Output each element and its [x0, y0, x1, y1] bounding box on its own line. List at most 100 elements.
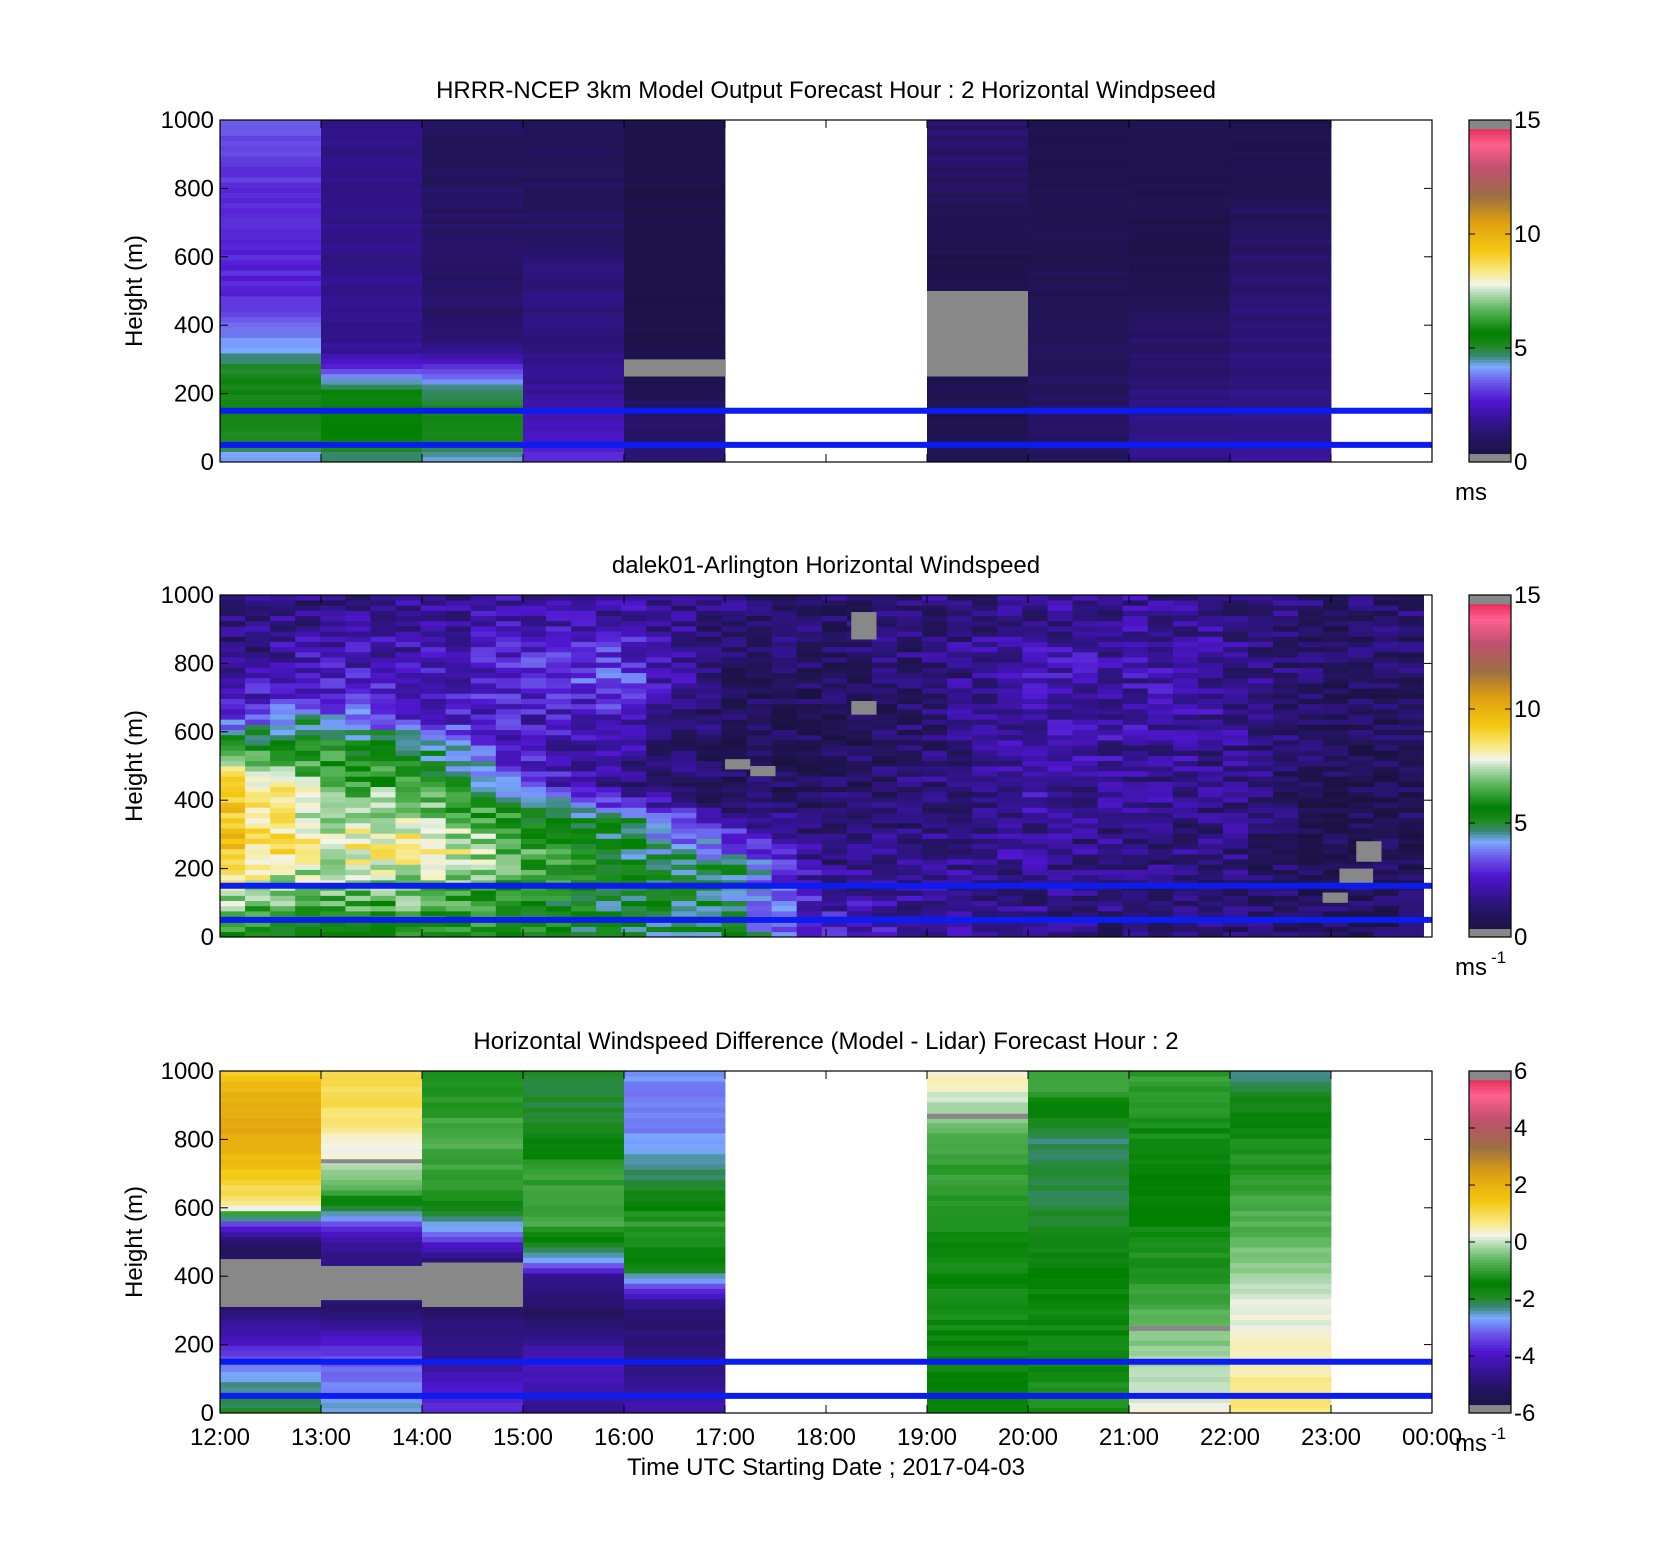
heat-cell: [796, 822, 823, 829]
heat-cell: [220, 838, 246, 845]
heat-cell: [746, 900, 773, 907]
heat-cell: [220, 610, 246, 617]
heat-cell: [1028, 275, 1130, 281]
heat-cell: [245, 719, 271, 725]
heat-cell: [1348, 724, 1374, 731]
heat-cell: [220, 1324, 322, 1331]
heat-cell: [422, 368, 524, 375]
heat-cell: [1047, 801, 1073, 808]
heat-cell: [1129, 1106, 1231, 1113]
heat-cell: [523, 233, 625, 240]
heat-cell: [671, 693, 697, 699]
heat-cell: [1373, 827, 1399, 834]
heat-cell: [927, 1184, 1029, 1191]
heat-cell: [1097, 905, 1124, 912]
heat-cell: [420, 807, 447, 813]
heat-cell: [1129, 187, 1231, 193]
heat-cell: [721, 708, 747, 715]
heat-cell: [972, 765, 998, 772]
heat-cell: [897, 843, 923, 850]
heat-cell: [520, 734, 547, 741]
heat-cell: [1122, 807, 1149, 813]
heat-cell: [897, 693, 923, 699]
heat-cell: [321, 425, 423, 432]
colorbar-tick-label: 5: [1514, 335, 1527, 362]
heat-cell: [422, 285, 524, 292]
heat-cell: [1022, 770, 1048, 777]
heat-cell: [671, 599, 697, 606]
heat-cell: [520, 864, 547, 870]
heat-cell: [470, 874, 497, 881]
heat-cell: [596, 921, 622, 927]
heat-cell: [220, 145, 322, 152]
colorbar-cell: [1469, 319, 1511, 323]
heat-cell: [927, 197, 1029, 204]
heat-cell: [1398, 656, 1424, 663]
heat-cell: [523, 1117, 625, 1124]
heat-cell: [1129, 1220, 1231, 1227]
heat-cell: [927, 166, 1029, 173]
heat-cell: [746, 858, 773, 865]
heat-cell: [321, 176, 423, 183]
heat-cell: [1122, 931, 1149, 938]
heat-cell: [470, 724, 497, 731]
heat-cell: [1022, 776, 1048, 782]
heat-cell: [523, 285, 625, 292]
heat-cell: [947, 599, 973, 606]
colorbar-cell: [1469, 640, 1511, 645]
heat-cell: [624, 1091, 726, 1098]
heat-cell: [220, 636, 246, 642]
heat-cell: [520, 682, 547, 689]
heat-cell: [596, 734, 622, 741]
heat-cell: [746, 599, 773, 606]
colorbar-tick-label: -4: [1514, 1343, 1535, 1370]
heat-cell: [520, 812, 547, 819]
heat-cell: [596, 874, 622, 881]
heat-cell: [270, 630, 296, 637]
heat-cell: [1172, 900, 1199, 907]
heat-cell: [321, 337, 423, 344]
heat-cell: [746, 921, 773, 927]
heat-cell: [395, 698, 421, 705]
heat-cell: [1028, 378, 1130, 385]
heat-cell: [270, 656, 296, 663]
heat-cell: [972, 869, 998, 876]
heat-cell: [470, 646, 497, 653]
heat-cell: [1323, 770, 1349, 777]
heat-cell: [972, 853, 998, 860]
heat-cell: [1097, 931, 1124, 938]
heat-cell: [721, 910, 747, 917]
heat-cell: [1129, 1236, 1231, 1243]
heat-cell: [927, 1226, 1029, 1232]
heat-cell: [1248, 921, 1274, 927]
heat-cell: [370, 838, 396, 845]
heat-cell: [295, 729, 321, 736]
colorbar-tick-label: 0: [1514, 449, 1527, 476]
heat-cell: [1348, 667, 1374, 674]
heat-cell: [621, 858, 647, 865]
heat-cell: [1398, 744, 1424, 751]
heat-cell: [624, 1376, 726, 1383]
heat-cell: [1248, 698, 1274, 705]
heat-cell: [571, 796, 597, 803]
heat-cell: [1323, 729, 1349, 736]
heat-cell: [520, 615, 547, 622]
heat-cell: [320, 895, 346, 902]
heat-cell: [721, 594, 747, 601]
heat-cell: [422, 1158, 524, 1165]
heat-cell: [1129, 1127, 1231, 1134]
heat-cell: [821, 698, 848, 705]
y-tick-label: 0: [201, 1400, 214, 1427]
colorbar-cell: [1469, 674, 1511, 679]
heat-cell: [395, 630, 421, 637]
colorbar-cell: [1469, 862, 1511, 867]
heat-cell: [1028, 1179, 1130, 1186]
heat-cell: [927, 378, 1029, 385]
heat-cell: [470, 807, 497, 813]
heat-cell: [846, 843, 873, 850]
heat-cell: [220, 1143, 322, 1150]
heat-cell: [1147, 890, 1174, 896]
heat-cell: [1230, 1112, 1332, 1118]
colorbar-cell: [1469, 316, 1511, 321]
heat-cell: [523, 207, 625, 214]
